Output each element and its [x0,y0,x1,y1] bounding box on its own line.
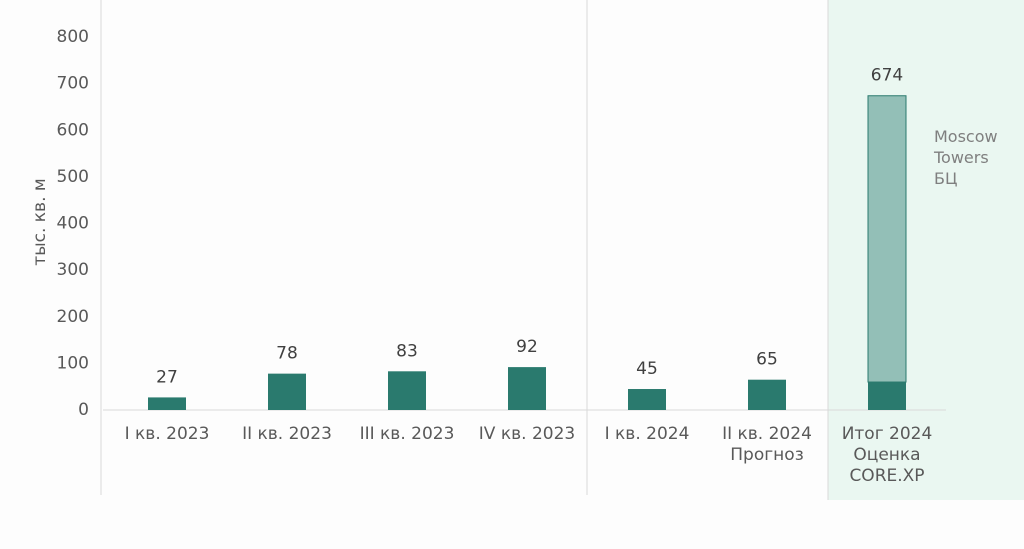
x-tick-label: Итог 2024 Оценка CORE.XP [841,424,933,486]
bar [867,95,907,383]
y-tick-label: 0 [78,400,89,420]
y-tick-label: 100 [57,353,89,373]
data-label: 674 [871,66,903,86]
x-tick-label: II кв. 2023 [242,424,332,444]
bar [388,371,426,410]
data-label: 83 [396,341,418,361]
y-axis-label: тыс. кв. м [30,178,50,265]
data-label: 65 [756,350,778,370]
legend-label: Moscow Towers БЦ [934,127,998,188]
bar [628,389,666,410]
bar [748,379,786,410]
x-tick-label: III кв. 2023 [359,424,455,444]
data-label: 78 [276,344,298,364]
y-tick-label: 300 [57,260,89,280]
bar [868,382,906,410]
y-tick-label: 500 [57,167,89,187]
y-tick-label: 400 [57,214,89,234]
x-tick-label: IV кв. 2023 [478,424,576,444]
bar [148,397,186,410]
x-tick-label: I кв. 2024 [604,424,690,444]
x-tick-label: I кв. 2023 [124,424,210,444]
data-label: 45 [636,359,658,379]
highlight-region [828,0,1024,500]
data-label: 27 [156,367,178,387]
y-tick-label: 800 [57,27,89,47]
y-tick-label: 200 [57,307,89,327]
y-tick-label: 600 [57,120,89,140]
bar [508,367,546,410]
bar [268,373,306,410]
x-tick-label: II кв. 2024 Прогноз [722,424,812,465]
y-tick-label: 700 [57,74,89,94]
data-label: 92 [516,337,538,357]
